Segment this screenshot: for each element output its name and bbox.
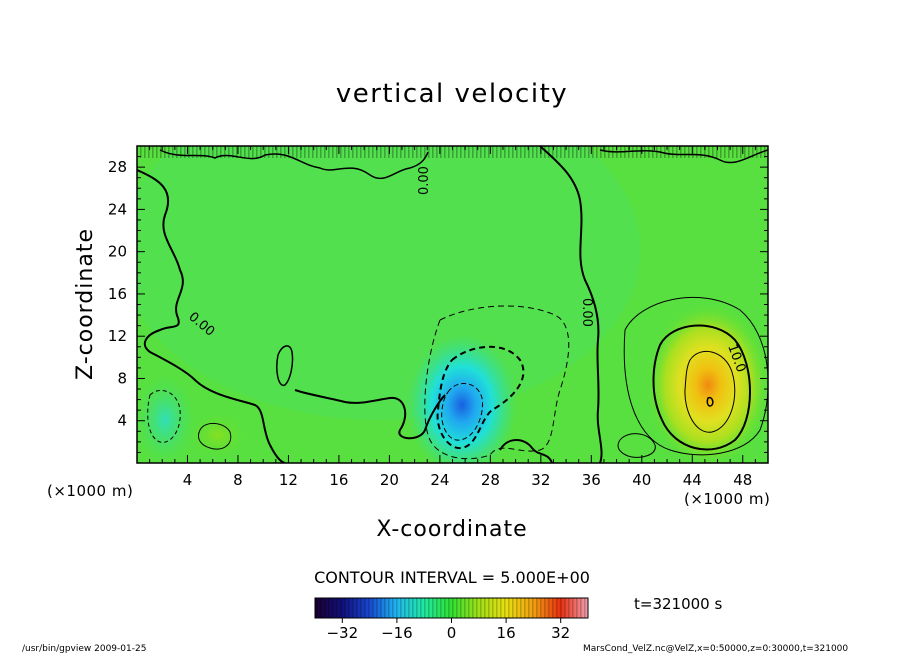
x-tick-label: 20 [380, 471, 399, 489]
colorbar-tick-label: −16 [381, 624, 413, 642]
top-edge-noise [137, 146, 768, 158]
y-tick-label: 28 [108, 158, 127, 176]
contour-interval: CONTOUR INTERVAL = 5.000E+00 [314, 568, 590, 587]
zero-contour-mid [294, 389, 446, 440]
right-low-contour [617, 433, 656, 458]
zero-label-middle: 0.00 [579, 298, 594, 327]
y-tick-label: 24 [108, 200, 127, 218]
x-tick-label: 32 [531, 471, 550, 489]
x-unit-note: (×1000 m) [684, 490, 770, 508]
downdraft-fill [407, 335, 517, 463]
colorbar-tick-label: −32 [326, 624, 358, 642]
contour-12 [276, 345, 294, 386]
zero-label-upper: 0.00 [417, 166, 432, 195]
updraft-outer [623, 296, 768, 456]
footer-right: MarsCond_VelZ.nc@VelZ,x=0:50000,z=0:3000… [583, 644, 848, 654]
y-tick-label: 12 [108, 327, 127, 345]
colorbar-tick-label: 0 [447, 624, 457, 642]
weak-downdraft-contour [147, 390, 181, 443]
x-tick-label: 40 [632, 471, 651, 489]
updraft-core [706, 396, 714, 407]
zero-contour-left [137, 169, 286, 463]
zero-contour-right [539, 146, 603, 463]
y-tick-label: 20 [108, 243, 127, 261]
contour-lines [137, 146, 768, 463]
colorbar-tick-label: 32 [551, 624, 570, 642]
downdraft-mid [436, 345, 525, 450]
x-tick-label: 36 [582, 471, 601, 489]
x-axis-label: X-coordinate [376, 517, 527, 542]
downdraft-outer [424, 305, 570, 460]
footer-left: /usr/bin/gpview 2009-01-25 [22, 644, 146, 654]
y-tick-label: 16 [108, 285, 127, 303]
colorbar-ticks: −32 −16 0 16 32 [326, 618, 570, 642]
updraft-inner [684, 351, 736, 433]
y-axis-ticks: 4 8 12 16 20 24 28 [108, 156, 768, 453]
colorbar: −32 −16 0 16 32 [314, 597, 589, 642]
y-tick-label: 4 [117, 412, 127, 430]
x-tick-label: 24 [430, 471, 449, 489]
x-tick-label: 8 [233, 471, 243, 489]
x-tick-label: 28 [481, 471, 500, 489]
x-tick-label: 44 [683, 471, 702, 489]
weak-downdraft-fill [137, 375, 195, 463]
weak-updraft-contour [197, 423, 232, 450]
weak-updraft-fill [190, 413, 246, 457]
plot-area: 0.00 0.00 0.00 10.0 [137, 146, 768, 463]
y-axis-label: Z-coordinate [73, 228, 98, 380]
x-tick-label: 12 [279, 471, 298, 489]
x-tick-label: 16 [329, 471, 348, 489]
lower-right-contour [499, 439, 553, 463]
time-label: t=321000 s [634, 595, 722, 613]
x-tick-label: 4 [183, 471, 193, 489]
updraft-mid [652, 324, 751, 451]
x-axis-ticks: 4 8 12 16 20 24 28 32 36 40 44 48 [149, 146, 756, 489]
colorbar-tick-label: 16 [497, 624, 516, 642]
light-region [137, 146, 640, 420]
updraft-fill [646, 303, 768, 463]
y-tick-label: 8 [117, 369, 127, 387]
chart-title: vertical velocity [336, 79, 568, 109]
z-unit-note: (×1000 m) [47, 482, 133, 500]
x-tick-label: 48 [733, 471, 752, 489]
